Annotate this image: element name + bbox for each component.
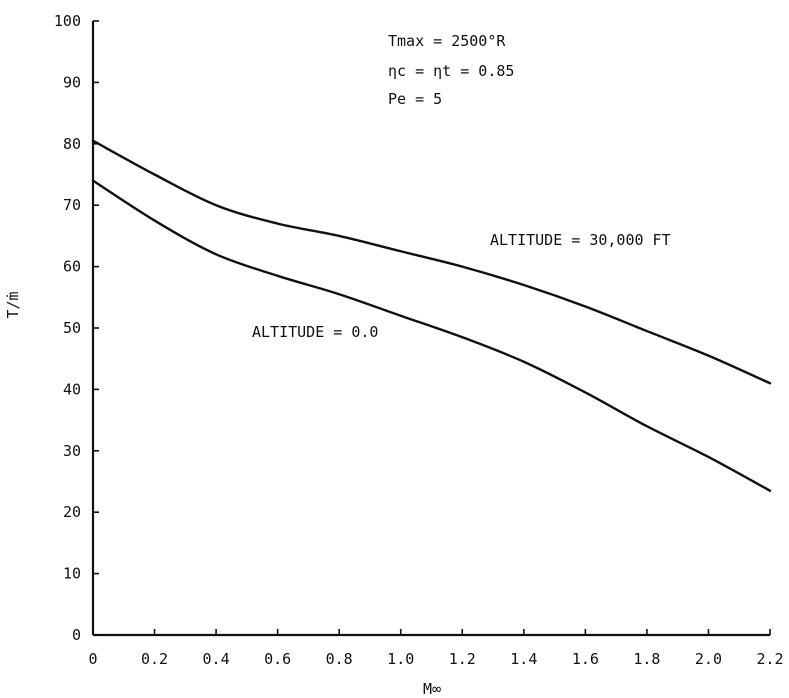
curves [91,139,772,492]
y-tick-label: 0 [72,626,81,644]
y-tick-label: 10 [63,565,81,583]
y-tick-label: 20 [63,503,81,521]
curve-altitude-0 [91,179,772,492]
x-tick-label: 0.8 [326,650,353,668]
series-label-30000ft: ALTITUDE = 30,000 FT [490,231,671,249]
x-tick-label: 1.4 [510,650,537,668]
y-tick-label: 90 [63,73,81,91]
y-tick-label: 50 [63,319,81,337]
y-axis-title: T/ṁ [4,291,22,318]
x-axis-title: M∞ [423,680,441,698]
annotation-tmax: Tmax = 2500°R [388,32,506,50]
x-tick-label: 0.4 [203,650,230,668]
x-tick-label: 2.2 [756,650,783,668]
y-tick-label: 30 [63,442,81,460]
y-tick-label: 40 [63,380,81,398]
x-tick-label: 1.8 [633,650,660,668]
x-tick-label: 0 [88,650,97,668]
x-tick-label: 1.6 [572,650,599,668]
y-tick-label: 60 [63,258,81,276]
x-ticks: 0 0.2 0.4 0.6 0.8 1.0 1.2 1.4 1.6 1.8 2.0 2.2 [88,629,784,668]
annotation-efficiency: ηc = ηt = 0.85 [388,62,514,80]
y-ticks: 0 10 20 30 40 50 60 70 80 90 100 [54,12,99,644]
x-tick-label: 1.2 [449,650,476,668]
curve-altitude-30000ft [91,139,772,385]
x-tick-label: 2.0 [695,650,722,668]
axes [91,21,770,637]
y-tick-label: 100 [54,12,81,30]
annotation-pressure: Pe = 5 [388,90,442,108]
x-tick-label: 0.2 [141,650,168,668]
x-tick-label: 0.6 [264,650,291,668]
y-tick-label: 80 [63,135,81,153]
y-tick-label: 70 [63,196,81,214]
x-tick-label: 1.0 [387,650,414,668]
series-label-sea-level: ALTITUDE = 0.0 [252,323,378,341]
